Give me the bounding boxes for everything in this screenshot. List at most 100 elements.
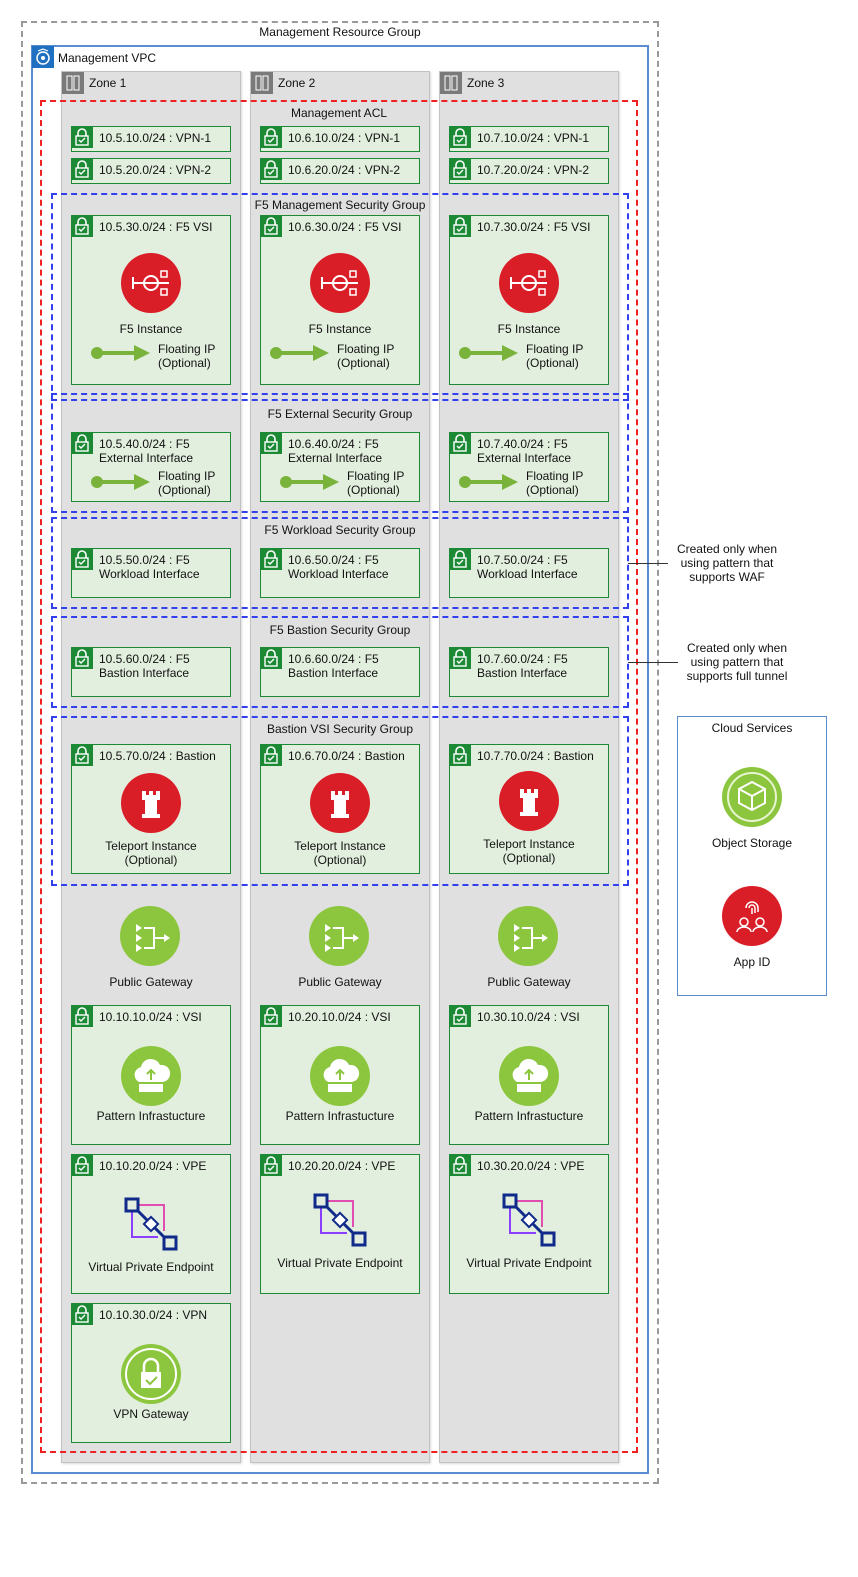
floating-ip-text: Floating IP (347, 469, 405, 483)
note-line: Created only when (676, 542, 778, 556)
floating-ip-label: Floating IP (Optional) (158, 469, 215, 497)
lock-icon (71, 158, 93, 180)
subnet-f5-external: 10.7.40.0/24 : F5 External Interface Flo… (449, 432, 609, 502)
teleport-label: Teleport Instance (Optional) (450, 837, 608, 865)
vpe-icon (502, 1193, 556, 1247)
lock-icon (449, 548, 471, 570)
teleport-text: Teleport Instance (294, 839, 386, 853)
teleport-optional: (Optional) (124, 853, 178, 867)
lock-icon (260, 1005, 282, 1027)
floating-ip-icon (90, 344, 152, 362)
floating-ip-optional: (Optional) (526, 356, 579, 370)
floating-ip-label: Floating IP (Optional) (526, 342, 583, 370)
pattern-infrastructure-label: Pattern Infrastucture (474, 1109, 584, 1123)
subnet-label: 10.30.20.0/24 : VPE (477, 1159, 585, 1173)
lock-icon (449, 126, 471, 148)
management-acl (40, 100, 638, 1453)
subnet-f5-bastion: 10.7.60.0/24 : F5 Bastion Interface (449, 647, 609, 697)
f5-instance-label: F5 Instance (497, 322, 561, 336)
lock-icon (260, 432, 282, 454)
lock-icon (71, 744, 93, 766)
floating-ip-label: Floating IP (Optional) (526, 469, 583, 497)
note-line: supports full tunnel (686, 669, 788, 683)
subnet-label: 10.5.50.0/24 : F5 Workload Interface (99, 553, 200, 581)
resource-group-title: Management Resource Group (259, 25, 421, 39)
floating-ip-text: Floating IP (158, 469, 216, 483)
note-line: supports WAF (689, 570, 765, 584)
subnet-label: 10.6.10.0/24 : VPN-1 (288, 131, 401, 145)
lock-icon (260, 158, 282, 180)
vpn-gateway-label: VPN Gateway (113, 1407, 189, 1421)
sg-bastion-vsi (51, 716, 629, 886)
subnet-vpe: 10.10.20.0/24 : VPE Virtual Private Endp… (71, 1154, 231, 1294)
subnet-f5-workload: 10.7.50.0/24 : F5 Workload Interface (449, 548, 609, 598)
floating-ip-text: Floating IP (526, 469, 584, 483)
zone-icon (251, 72, 273, 94)
subnet-label: 10.10.30.0/24 : VPN (99, 1308, 208, 1322)
subnet-label: 10.6.40.0/24 : F5 External Interface (288, 437, 383, 465)
subnet-label: 10.7.40.0/24 : F5 External Interface (477, 437, 572, 465)
app-id-icon (722, 886, 782, 946)
lock-icon (71, 215, 93, 237)
subnet-f5-external: 10.6.40.0/24 : F5 External Interface Flo… (260, 432, 420, 502)
subnet-vpn: 10.10.30.0/24 : VPN VPN Gateway (71, 1303, 231, 1443)
floating-ip-optional: (Optional) (158, 356, 211, 370)
subnet-label: 10.10.20.0/24 : VPE (99, 1159, 207, 1173)
sg-title: F5 Management Security Group (254, 198, 426, 212)
floating-ip-label: Floating IP (Optional) (347, 469, 404, 497)
teleport-text: Teleport Instance (483, 837, 575, 851)
subnet-label: 10.5.70.0/24 : Bastion (99, 749, 216, 763)
lock-icon (71, 1303, 93, 1325)
public-gateway-icon (309, 906, 369, 966)
pattern-infrastructure-icon (310, 1046, 370, 1106)
note-full-tunnel: Created only when using pattern that sup… (677, 641, 797, 683)
f5-instance-label: F5 Instance (308, 322, 372, 336)
pattern-infrastructure-label: Pattern Infrastucture (285, 1109, 395, 1123)
subnet-label: 10.10.10.0/24 : VSI (99, 1010, 202, 1024)
subnet-vpn-2: 10.7.20.0/24 : VPN-2 (449, 158, 609, 184)
lock-icon (260, 548, 282, 570)
subnet-bastion: 10.5.70.0/24 : Bastion Teleport Instance… (71, 744, 231, 874)
subnet-vsi: 10.20.10.0/24 : VSI Pattern Infrastuctur… (260, 1005, 420, 1145)
lock-icon (71, 1005, 93, 1027)
subnet-vpn-2: 10.5.20.0/24 : VPN-2 (71, 158, 231, 184)
subnet-label: 10.6.70.0/24 : Bastion (288, 749, 405, 763)
acl-title: Management ACL (290, 106, 388, 120)
vpe-label: Virtual Private Endpoint (466, 1256, 592, 1270)
floating-ip-text: Floating IP (526, 342, 584, 356)
subnet-f5-vsi: 10.7.30.0/24 : F5 VSI F5 Instance Floati… (449, 215, 609, 385)
subnet-label: 10.6.50.0/24 : F5 Workload Interface (288, 553, 389, 581)
subnet-bastion: 10.7.70.0/24 : Bastion Teleport Instance… (449, 744, 609, 874)
subnet-f5-bastion: 10.5.60.0/24 : F5 Bastion Interface (71, 647, 231, 697)
lock-icon (260, 647, 282, 669)
vpe-icon (124, 1197, 178, 1251)
floating-ip-icon (269, 344, 331, 362)
public-gateway-label: Public Gateway (298, 975, 382, 989)
cloud-services (677, 716, 827, 996)
floating-ip-icon (458, 344, 520, 362)
lock-icon (260, 215, 282, 237)
subnet-label: 10.6.60.0/24 : F5 Bastion Interface (288, 652, 379, 680)
subnet-vsi: 10.10.10.0/24 : VSI Pattern Infrastuctur… (71, 1005, 231, 1145)
subnet-label: 10.5.30.0/24 : F5 VSI (99, 220, 213, 234)
zone-icon (62, 72, 84, 94)
public-gateway-label: Public Gateway (109, 975, 193, 989)
sg-f5-external (51, 393, 629, 513)
subnet-vpn-2: 10.6.20.0/24 : VPN-2 (260, 158, 420, 184)
subnet-label: 10.5.10.0/24 : VPN-1 (99, 131, 212, 145)
subnet-label: 10.6.30.0/24 : F5 VSI (288, 220, 402, 234)
f5-instance-icon (499, 253, 559, 313)
cloud-services-title: Cloud Services (711, 721, 793, 735)
management-resource-group (21, 21, 659, 1484)
floating-ip-optional: (Optional) (347, 483, 400, 497)
pattern-infrastructure-label: Pattern Infrastucture (96, 1109, 206, 1123)
sg-title: F5 Bastion Security Group (269, 623, 411, 637)
f5-instance-label: F5 Instance (119, 322, 183, 336)
floating-ip-icon (90, 473, 152, 491)
subnet-vpn-1: 10.5.10.0/24 : VPN-1 (71, 126, 231, 152)
lock-icon (71, 647, 93, 669)
zone-label: Zone 1 (89, 76, 127, 90)
subnet-label: 10.5.20.0/24 : VPN-2 (99, 163, 212, 177)
floating-ip-icon (279, 473, 341, 491)
teleport-text: Teleport Instance (105, 839, 197, 853)
